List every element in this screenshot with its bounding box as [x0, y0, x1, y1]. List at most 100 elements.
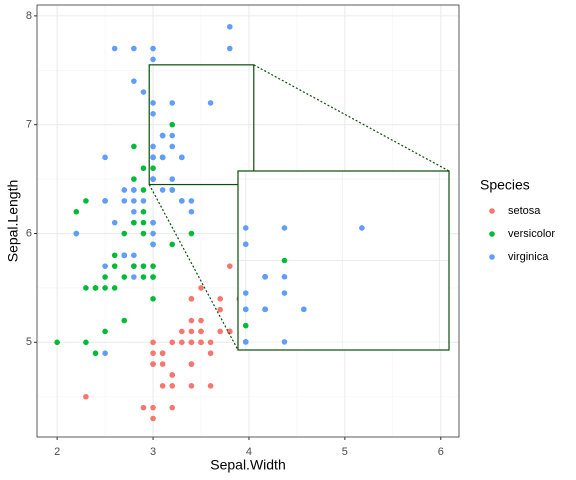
- point: [121, 187, 128, 193]
- legend-key: [489, 254, 495, 260]
- point: [140, 274, 147, 280]
- point: [131, 263, 137, 269]
- x-tick-label: 5: [342, 446, 348, 458]
- point: [140, 263, 147, 269]
- legend-label: virginica: [508, 251, 549, 263]
- point: [146, 469, 152, 475]
- point: [262, 306, 268, 313]
- point: [169, 404, 176, 411]
- point: [159, 154, 166, 161]
- panel-border: [36, 4, 460, 438]
- point: [121, 198, 128, 204]
- point: [204, 469, 210, 475]
- point: [102, 198, 108, 204]
- point: [185, 453, 191, 459]
- point: [150, 143, 156, 150]
- point: [198, 317, 204, 324]
- point: [398, 469, 404, 475]
- x-tick-label: 4: [246, 446, 252, 458]
- legend-key: [489, 208, 495, 214]
- point: [207, 383, 214, 389]
- point: [242, 306, 249, 313]
- point: [131, 187, 137, 193]
- point: [169, 372, 176, 378]
- point: [179, 339, 185, 346]
- point: [121, 230, 128, 237]
- point: [281, 273, 288, 280]
- point: [188, 339, 195, 346]
- point: [204, 469, 210, 475]
- point: [140, 208, 147, 215]
- point: [188, 383, 195, 389]
- point: [131, 143, 137, 150]
- point: [207, 350, 214, 357]
- point: [207, 100, 214, 106]
- point: [140, 165, 147, 172]
- zoom-connector: [148, 184, 239, 351]
- point: [111, 285, 118, 291]
- point: [131, 219, 137, 226]
- y-tick-label: 7: [26, 119, 32, 131]
- point: [111, 252, 118, 259]
- point: [131, 176, 137, 182]
- point: [150, 154, 156, 161]
- point: [169, 132, 176, 139]
- point: [169, 187, 176, 193]
- point: [121, 274, 128, 280]
- point: [150, 274, 156, 280]
- point: [92, 285, 99, 291]
- point: [282, 437, 288, 443]
- legend-key: [489, 231, 495, 237]
- point: [185, 453, 191, 459]
- point: [83, 393, 89, 400]
- point: [198, 328, 204, 335]
- point: [198, 339, 204, 346]
- point: [131, 274, 137, 280]
- point: [140, 219, 147, 226]
- point: [140, 404, 147, 411]
- point: [169, 176, 176, 182]
- point: [140, 89, 147, 95]
- point: [92, 350, 99, 357]
- point: [150, 56, 156, 63]
- point: [217, 328, 223, 335]
- point: [150, 296, 156, 302]
- inset: [146, 171, 449, 475]
- point: [185, 453, 191, 459]
- point: [226, 263, 233, 269]
- point: [140, 198, 147, 204]
- point: [159, 361, 166, 367]
- point: [243, 437, 249, 443]
- point: [188, 328, 195, 335]
- point: [207, 339, 214, 346]
- inset-border: [237, 170, 450, 351]
- y-tick-label: 6: [26, 227, 32, 239]
- point: [140, 187, 147, 193]
- point: [301, 306, 307, 313]
- point: [150, 45, 156, 52]
- point: [185, 453, 191, 459]
- point: [242, 225, 249, 231]
- point: [150, 219, 156, 226]
- point: [188, 296, 195, 302]
- point: [111, 45, 118, 52]
- point: [150, 176, 156, 182]
- legend-label: versicolor: [508, 228, 555, 240]
- point: [83, 285, 89, 291]
- point: [83, 198, 89, 204]
- point: [169, 241, 176, 248]
- point: [166, 469, 172, 475]
- point: [150, 339, 156, 346]
- point: [102, 285, 108, 291]
- point: [242, 322, 249, 329]
- point: [179, 154, 185, 161]
- point: [150, 165, 156, 172]
- point: [169, 339, 176, 346]
- point: [159, 132, 166, 139]
- point: [54, 339, 60, 346]
- point: [262, 273, 268, 280]
- point: [359, 225, 365, 231]
- point: [169, 121, 176, 128]
- point: [159, 383, 166, 389]
